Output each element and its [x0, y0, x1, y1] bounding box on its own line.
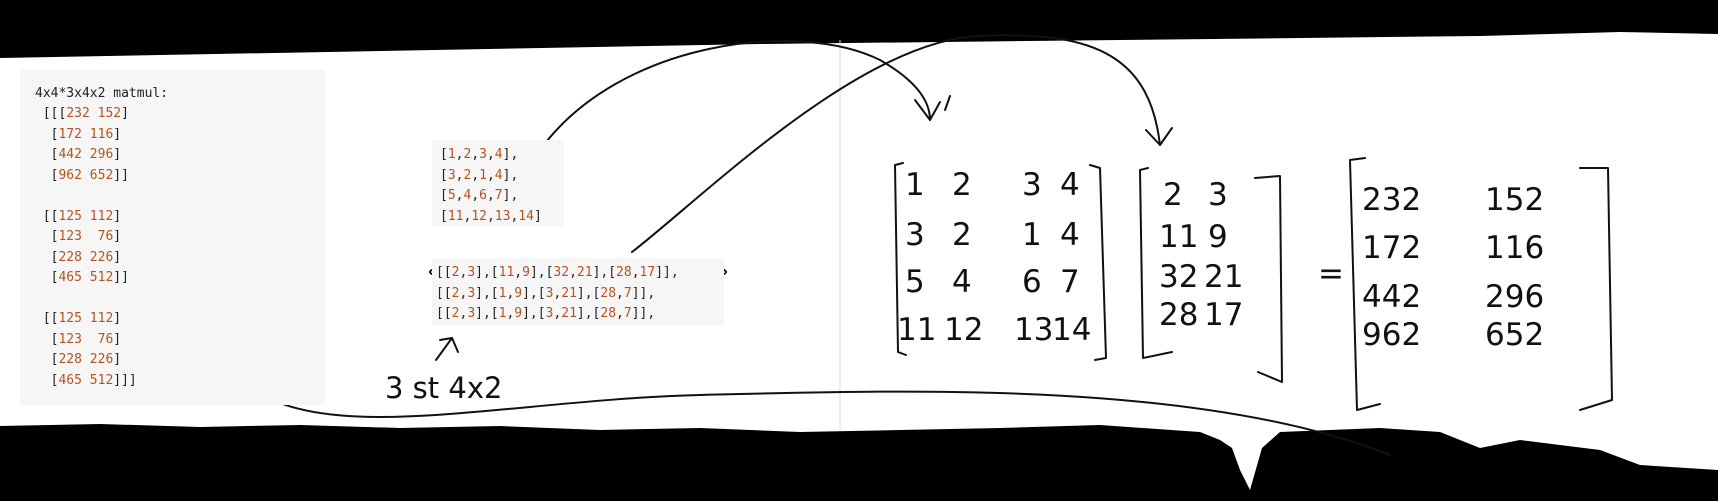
- matrix-b-cell: 2: [1163, 177, 1183, 213]
- output-line: [442 296]: [35, 147, 122, 162]
- matrix-a-cell: 7: [1060, 264, 1080, 300]
- matrix-a-cell: 3: [905, 217, 925, 253]
- matrix-a-cell: 13: [1014, 312, 1053, 348]
- equals-sign: =: [1318, 256, 1344, 292]
- matrix-b-cell: 11: [1159, 219, 1198, 255]
- matrix-a-cell: 1: [905, 167, 925, 203]
- matrix-a-cell: 12: [944, 312, 983, 348]
- matrix-b-code-line: [[2,3],[1,9],[3,21],[28,7]],: [436, 285, 656, 301]
- output-header: 4x4*3x4x2 matmul:: [35, 86, 169, 101]
- handwritten-matrix-b: [1139, 167, 1283, 383]
- result-cell: 172: [1362, 230, 1421, 266]
- output-line: [123 76]: [35, 229, 122, 244]
- matrix-b-code-panel: [432, 258, 724, 326]
- arrow-matrix-b-to-handwritten: [631, 34, 1161, 253]
- matrix-b-cell: 17: [1204, 297, 1243, 333]
- output-line: [228 226]: [35, 352, 122, 367]
- result-cell: 962: [1362, 317, 1421, 353]
- output-line: [465 512]]: [35, 270, 129, 285]
- output-line: [[[232 152]: [35, 106, 129, 121]
- output-line: [[125 112]: [35, 311, 122, 326]
- arrow-label-up: [435, 337, 459, 361]
- arrow-matrix-a-to-handwritten: [539, 40, 931, 151]
- output-line: [123 76]: [35, 331, 122, 347]
- result-cell: 296: [1485, 279, 1544, 315]
- output-line: [228 226]: [35, 249, 122, 265]
- result-cell: 232: [1362, 182, 1421, 218]
- matrix-a-code-panel: [432, 140, 564, 226]
- matrix-a-code-line: [1,2,3,4],: [440, 147, 519, 162]
- matrix-b-code-line: [[2,3],[11,9],[32,21],[28,17]],: [436, 265, 679, 280]
- matrix-b-cell: 21: [1204, 259, 1243, 295]
- result-cell: 116: [1485, 230, 1544, 266]
- matrix-a-cell: 2: [952, 167, 972, 203]
- matrix-a-cell: 4: [1060, 217, 1080, 253]
- matrix-b-cell: 9: [1208, 219, 1228, 255]
- matrix-a-code-line: [11,12,13,14]: [440, 208, 542, 224]
- matrix-a-cell: 14: [1052, 312, 1091, 348]
- annotation-label: 3 st 4x2: [385, 371, 502, 405]
- matrix-a-cell: 11: [897, 312, 936, 348]
- matrix-a-cell: 4: [952, 264, 972, 300]
- output-line: [172 116]: [35, 126, 122, 142]
- matrix-a-cell: 4: [1060, 167, 1080, 203]
- output-line: [962 652]]: [35, 167, 129, 183]
- matrix-a-code-line: [3,2,1,4],: [440, 167, 519, 183]
- handwritten-matrix-a: [894, 162, 1107, 361]
- matrix-a-cell: 5: [905, 264, 925, 300]
- matrix-b-cell: 3: [1208, 177, 1228, 213]
- result-cell: 652: [1485, 317, 1544, 353]
- output-panel: [20, 70, 325, 405]
- matrix-a-cell: 2: [952, 217, 972, 253]
- matrix-b-code-line: [[2,3],[1,9],[3,21],[28,7]],: [436, 306, 656, 321]
- matrix-a-cell: 6: [1022, 264, 1042, 300]
- result-cell: 442: [1362, 279, 1421, 315]
- output-line: [[125 112]: [35, 208, 122, 224]
- result-cell: 152: [1485, 182, 1544, 218]
- handwritten-result: [1349, 157, 1613, 411]
- matrix-a-cell: 3: [1022, 167, 1042, 203]
- matrix-a-code-line: [5,4,6,7],: [440, 188, 519, 203]
- matrix-b-cell: 28: [1159, 297, 1198, 333]
- matrix-a-cell: 1: [1022, 217, 1042, 253]
- matrix-b-cell: 32: [1159, 259, 1198, 295]
- paper-background: [0, 32, 1718, 490]
- output-line: [465 512]]]: [35, 372, 137, 388]
